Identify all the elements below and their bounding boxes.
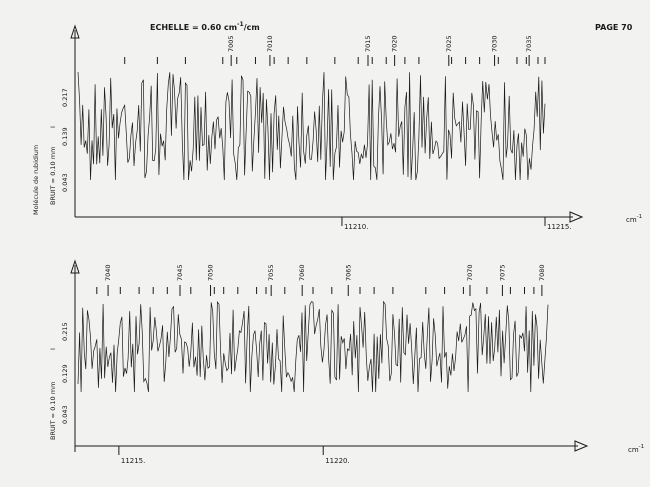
upper-ylabel: Molécule de rubidium [32,145,40,215]
lower-noise-label: BRUIT = 0.10 mm [49,382,57,440]
x-tick-label: 11210. [344,223,369,231]
upper-spectrum-panel: Molécule de rubidium BRUIT = 0.10 mm I 0… [32,24,642,231]
lower-y-arrow [70,259,80,274]
page-label: PAGE 70 [595,23,633,32]
upper-x-arrow [569,211,584,223]
upper-y-arrow [70,24,80,39]
line-number-label: 7065 [344,264,352,281]
upper-x-ticks: 11210. 11215. [341,217,572,231]
upper-spectrum-trace [77,71,546,181]
line-number-label: 7020 [391,35,399,52]
y-tick-label: 0.043 [61,173,69,192]
line-number-label: 7015 [364,35,372,52]
upper-y-ticks: 0.043 0.139 0.217 [61,88,69,192]
lower-unit-label: cm-1 [628,444,644,454]
line-number-label: 7050 [207,264,215,281]
upper-unit-label: cm-1 [626,214,642,224]
line-number-label: 7040 [104,264,112,281]
line-number-label: 7025 [445,35,453,52]
upper-line-numbers: 7005 7010 7015 7020 7025 7030 7035 [124,35,546,66]
line-number-label: 7055 [267,264,275,281]
x-tick-label: 11215. [547,223,572,231]
y-tick-label: 0.139 [61,127,69,146]
scale-label: ECHELLE = 0.60 cm-1/cm [150,21,260,32]
line-number-label: 7010 [266,35,274,52]
line-number-label: 7060 [298,264,306,281]
y-tick-label: 0.129 [61,364,69,383]
lower-line-numbers: 7040 7045 7050 7055 7060 7065 7070 7075 7080 [96,264,546,296]
line-number-label: 7075 [498,264,506,281]
line-number-label: 7070 [466,264,474,281]
lower-y-ticks: 0.043 0.129 0.215 [61,322,69,424]
line-number-label: 7080 [538,264,546,281]
upper-noise-label: BRUIT = 0.10 mm [49,147,57,205]
line-number-label: 7045 [176,264,184,281]
y-tick-label: 0.215 [61,322,69,341]
lower-spectrum-trace [77,300,549,393]
upper-marker-i: I [49,126,57,128]
y-tick-label: 0.043 [61,405,69,424]
x-tick-label: 11215. [121,457,146,465]
line-number-label: 7005 [227,35,235,52]
line-number-label: 7030 [491,35,499,52]
lower-x-arrow [574,440,589,452]
lower-marker-i: I [49,348,57,350]
line-number-label: 7035 [525,35,533,52]
y-tick-label: 0.217 [61,88,69,107]
x-tick-label: 11220. [325,457,350,465]
lower-spectrum-panel: BRUIT = 0.10 mm I 0.043 0.129 0.215 11215.… [49,259,644,465]
lower-x-ticks: 11215. 11220. [118,446,350,465]
